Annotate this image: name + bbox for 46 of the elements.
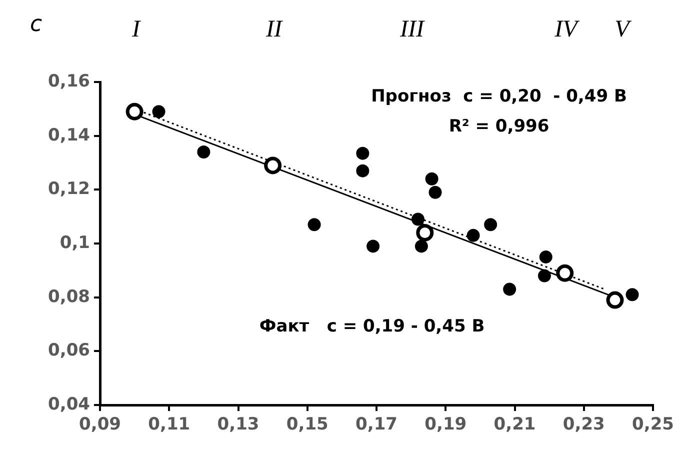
text: IV (554, 16, 580, 42)
x-tick-label: 0,17 (356, 414, 398, 435)
point (366, 240, 380, 253)
point (414, 240, 428, 253)
y-tick-label: 0,04 (48, 394, 90, 414)
point (356, 146, 370, 160)
point (556, 264, 574, 282)
point (606, 291, 624, 309)
annotation: Прогноз c = 0,20 - 0,49 B (371, 86, 627, 106)
x-tick-label: 0,09 (79, 414, 121, 435)
point (503, 282, 516, 296)
point (428, 186, 442, 199)
point (126, 102, 144, 120)
y-tick-label: 0,08 (48, 286, 90, 307)
text: I (131, 16, 141, 42)
x-tick-label: 0,23 (562, 414, 605, 435)
point (425, 172, 438, 186)
point (416, 224, 434, 242)
point (411, 212, 424, 226)
point (152, 105, 166, 118)
y-tick-label: 0,14 (48, 125, 90, 146)
y-tick-label: 0,1 (60, 232, 90, 253)
point (356, 164, 370, 178)
point (539, 250, 552, 264)
x-tick-label: 0,15 (286, 414, 328, 435)
x-tick-label: 0,11 (148, 414, 190, 435)
point (538, 269, 551, 282)
point (197, 145, 210, 158)
annotation: Факт c = 0,19 - 0,45 B (259, 316, 485, 336)
x-tick-label: 0,21 (494, 414, 536, 435)
y-tick-label: 0,06 (48, 340, 90, 361)
y-tick-label: 0,12 (48, 179, 90, 200)
text: V (614, 16, 632, 42)
x-tick-label: 0,19 (424, 414, 467, 435)
point (264, 156, 282, 174)
x-tick-label: 0,13 (217, 414, 260, 435)
point (484, 218, 498, 232)
text: III (399, 16, 425, 42)
y-tick-label: 0,16 (48, 71, 90, 92)
text: II (265, 16, 283, 42)
annotation: R² = 0,996 (448, 116, 550, 136)
x-tick-label: 0,25 (632, 414, 674, 435)
point (308, 218, 321, 232)
point (626, 288, 639, 302)
y-axis-title: c (30, 12, 42, 37)
point (466, 228, 480, 242)
